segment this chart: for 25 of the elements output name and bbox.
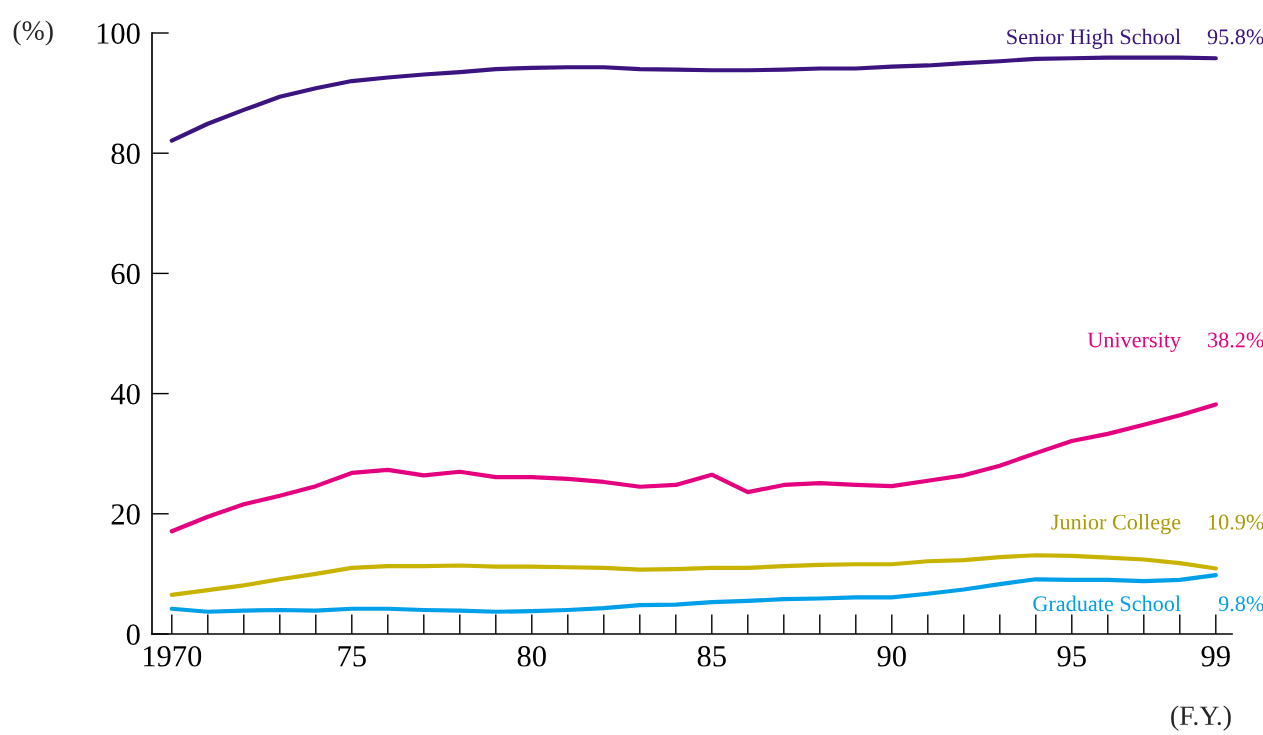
line-series: [169, 573, 1218, 614]
text: University: [1087, 332, 1181, 352]
line-series: [169, 55, 1218, 143]
x-tick-label: 80: [517, 645, 546, 667]
y-tick-label: 80: [111, 143, 140, 165]
x-axis-title: (F.Y.): [1171, 705, 1231, 731]
series-label: Junior College: [1051, 513, 1181, 535]
y-tick-label: 60: [111, 263, 140, 285]
x-tick-label: 75: [338, 646, 366, 667]
series-label: Senior High School: [1007, 28, 1181, 49]
x-tick-label: 90: [877, 645, 906, 667]
y-axis-title: (%): [13, 20, 53, 46]
data-label: 10.9%: [1208, 514, 1263, 530]
x-tick-label: 85: [697, 645, 726, 667]
y-tick-label: 40: [110, 383, 140, 405]
y-tick-label: 20: [111, 504, 140, 525]
y-tick-label: 100: [97, 23, 140, 44]
x-tick-label: 1970: [143, 645, 202, 667]
series-label: Graduate School: [1033, 595, 1181, 612]
data-label: 9.8%: [1218, 596, 1263, 612]
x-tick-label: 95: [1057, 646, 1086, 667]
data-label: 38.2%: [1208, 332, 1263, 348]
x-tick-label: 99: [1201, 646, 1230, 667]
y-tick-label: 0: [126, 624, 140, 645]
data-label: 95.8%: [1207, 29, 1263, 45]
